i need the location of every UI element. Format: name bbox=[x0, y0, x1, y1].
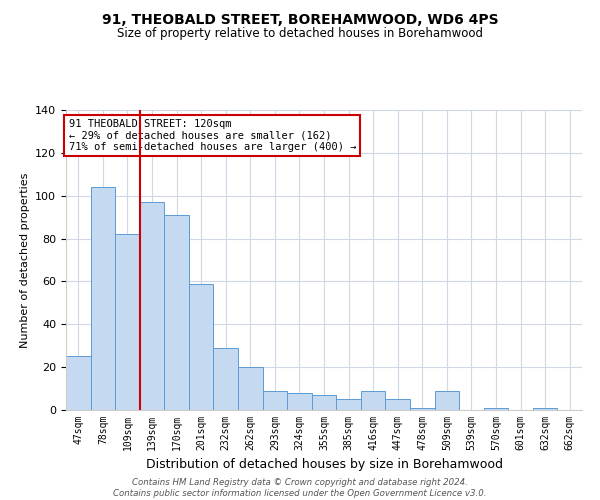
Bar bbox=[287, 393, 312, 410]
Bar bbox=[214, 348, 238, 410]
Bar bbox=[189, 284, 214, 410]
Text: 91 THEOBALD STREET: 120sqm
← 29% of detached houses are smaller (162)
71% of sem: 91 THEOBALD STREET: 120sqm ← 29% of deta… bbox=[68, 119, 356, 152]
Text: 91, THEOBALD STREET, BOREHAMWOOD, WD6 4PS: 91, THEOBALD STREET, BOREHAMWOOD, WD6 4P… bbox=[101, 12, 499, 26]
Bar bbox=[533, 408, 557, 410]
Bar bbox=[434, 390, 459, 410]
Bar bbox=[484, 408, 508, 410]
Text: Contains HM Land Registry data © Crown copyright and database right 2024.
Contai: Contains HM Land Registry data © Crown c… bbox=[113, 478, 487, 498]
Bar bbox=[66, 356, 91, 410]
Bar bbox=[115, 234, 140, 410]
Bar bbox=[312, 395, 336, 410]
Bar bbox=[91, 187, 115, 410]
Bar bbox=[410, 408, 434, 410]
Text: Size of property relative to detached houses in Borehamwood: Size of property relative to detached ho… bbox=[117, 28, 483, 40]
Bar bbox=[385, 400, 410, 410]
Bar bbox=[238, 367, 263, 410]
Bar bbox=[263, 390, 287, 410]
Bar bbox=[336, 400, 361, 410]
Bar bbox=[164, 215, 189, 410]
Bar bbox=[140, 202, 164, 410]
Y-axis label: Number of detached properties: Number of detached properties bbox=[20, 172, 29, 348]
X-axis label: Distribution of detached houses by size in Borehamwood: Distribution of detached houses by size … bbox=[146, 458, 503, 471]
Bar bbox=[361, 390, 385, 410]
